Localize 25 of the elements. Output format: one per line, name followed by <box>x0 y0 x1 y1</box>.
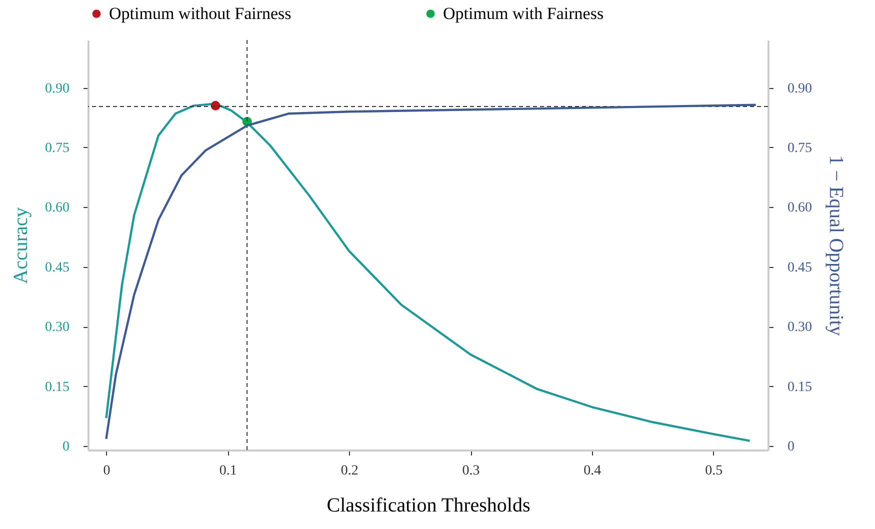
y2-tick-label: 0.90 <box>788 81 812 96</box>
y-tick-label: 0.30 <box>45 320 70 336</box>
x-tick-label: 0.1 <box>219 464 237 478</box>
y-tick-label: 0.60 <box>45 200 70 216</box>
x-axis-title: Classification Thresholds <box>326 494 530 516</box>
x-tick-label: 0.4 <box>584 464 602 478</box>
y2-tick-label: 0.45 <box>788 260 812 276</box>
y2-tick-label: 0.75 <box>788 140 812 156</box>
y2-tick-label: 0 <box>788 440 794 455</box>
x-tick-label: 0.5 <box>705 464 723 478</box>
y2-tick-label: 0.30 <box>788 320 812 336</box>
y2-axis-title: 1 − Equal Opportunity <box>825 155 847 336</box>
legend-label: Optimum with Fairness <box>443 4 604 23</box>
legend-label: Optimum without Fairness <box>109 4 292 23</box>
y-tick-label: 0.45 <box>45 260 70 276</box>
x-tick-label: 0 <box>103 464 110 478</box>
y-axis-title: Accuracy <box>10 207 32 284</box>
y-tick-label: 0.90 <box>45 81 70 96</box>
y-tick-label: 0 <box>62 440 70 455</box>
y2-tick-label: 0.15 <box>788 380 812 395</box>
y-tick-label: 0.75 <box>45 140 70 156</box>
x-tick-label: 0.2 <box>340 464 358 478</box>
y-tick-label: 0.15 <box>45 380 70 395</box>
x-tick-label: 0.3 <box>462 464 480 478</box>
y2-tick-label: 0.60 <box>788 200 812 216</box>
